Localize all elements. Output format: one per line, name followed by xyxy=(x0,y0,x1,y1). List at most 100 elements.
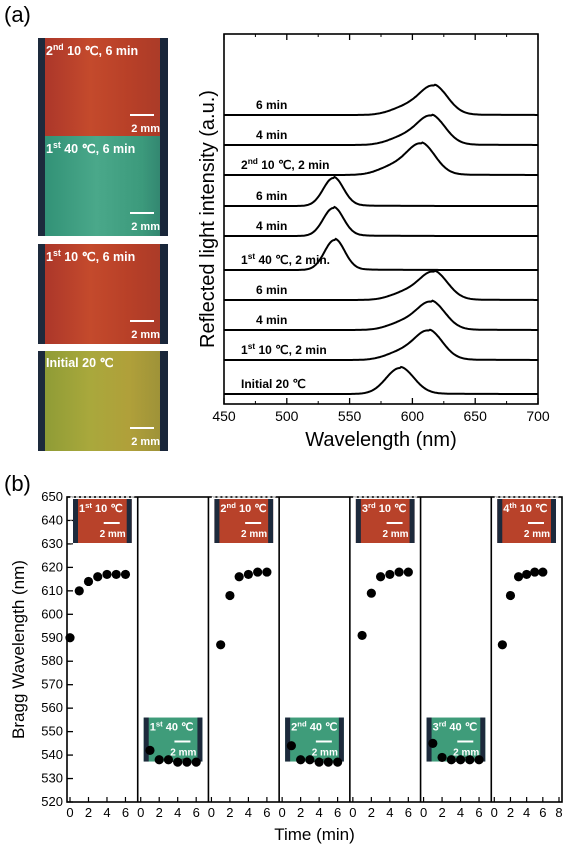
data-point xyxy=(243,569,254,580)
x-tick-label: 550 xyxy=(338,408,362,424)
inset-photo: 4th 10 ℃2 mm xyxy=(494,496,559,546)
bragg-wavelength-chart: 5205305405505605705805906006106206306406… xyxy=(9,490,563,844)
x-tick-label: 2 xyxy=(368,805,375,820)
photo-edge xyxy=(38,351,45,451)
x-axis-label: Time (min) xyxy=(274,825,355,844)
data-point xyxy=(234,572,244,582)
inset-background xyxy=(73,499,132,543)
panel-b-label: (b) xyxy=(4,471,31,496)
inset-edge xyxy=(73,499,78,543)
spectrum-line xyxy=(224,269,538,301)
x-tick-label: 0 xyxy=(208,805,215,820)
x-tick-label: 6 xyxy=(475,805,482,820)
x-tick-label: 6 xyxy=(193,805,200,820)
inset-photo: 2nd 10 ℃2 mm xyxy=(211,496,276,546)
inset-background xyxy=(214,499,274,543)
data-point xyxy=(120,569,131,580)
data-point xyxy=(394,567,404,577)
x-tick-label: 0 xyxy=(491,805,498,820)
data-point xyxy=(191,757,201,767)
inset-edge xyxy=(214,499,220,543)
inset-edge xyxy=(268,499,274,543)
x-tick-label: 600 xyxy=(401,408,425,424)
x-tick-label: 2 xyxy=(226,805,233,820)
inset-scale-label: 2 mm xyxy=(312,748,338,759)
plot-frame xyxy=(66,496,563,803)
spectrum-line xyxy=(224,175,538,207)
data-point xyxy=(182,757,192,767)
x-tick-label: 6 xyxy=(539,805,546,820)
inset-edge xyxy=(551,499,556,543)
data-point xyxy=(111,569,121,580)
inset-edge xyxy=(355,499,361,543)
inset-border xyxy=(353,496,418,546)
y-tick-label: 650 xyxy=(41,490,63,504)
photo-edge xyxy=(160,351,168,451)
sample-photo: 2nd 10 ℃, 6 min 2 mm xyxy=(38,38,168,138)
y-tick-label: 550 xyxy=(41,724,63,739)
data-point xyxy=(375,572,386,582)
data-point xyxy=(403,567,413,577)
data-point xyxy=(286,741,296,751)
data-point xyxy=(465,755,475,765)
scale-bar xyxy=(130,320,154,322)
x-tick-label: 8 xyxy=(555,805,562,820)
inset-background xyxy=(426,717,486,762)
photo-edge xyxy=(38,136,45,236)
inset-edge xyxy=(480,717,486,762)
data-point xyxy=(305,755,315,765)
series-label: 6 min xyxy=(256,283,287,297)
x-tick-label: 0 xyxy=(420,805,427,820)
data-point xyxy=(93,572,103,582)
x-tick-label: 0 xyxy=(349,805,356,820)
sample-photo: 1st 40 ℃, 6 min 2 mm xyxy=(38,136,168,236)
y-tick-label: 570 xyxy=(41,677,63,692)
data-point xyxy=(154,755,164,765)
data-point xyxy=(385,569,395,580)
data-point xyxy=(314,757,324,767)
data-point xyxy=(505,590,516,601)
inset-photo: 3rd 10 ℃2 mm xyxy=(353,496,418,546)
spectrum-line xyxy=(224,328,538,361)
data-point xyxy=(333,757,343,767)
inset-photo: 1st 40 ℃2 mm xyxy=(143,717,203,762)
photo-caption: 2nd 10 ℃, 6 min xyxy=(46,42,139,59)
data-point xyxy=(225,590,235,601)
data-point xyxy=(163,755,174,765)
data-point xyxy=(455,755,466,765)
inset-edge xyxy=(197,717,203,762)
inset-scale-label: 2 mm xyxy=(100,529,126,540)
spectrum-line xyxy=(224,205,538,237)
photo-edge xyxy=(160,244,168,344)
spectrum-line xyxy=(224,141,538,176)
inset-edge xyxy=(426,717,432,762)
data-point xyxy=(522,569,532,580)
x-tick-label: 500 xyxy=(275,408,299,424)
reflectance-spectra-chart: 450 500 550 600 650 700 Wavelength (nm) Reflect… xyxy=(197,33,550,451)
inset-scale-label: 2 mm xyxy=(170,748,196,759)
x-tick-label: 0 xyxy=(137,805,144,820)
data-point xyxy=(65,633,75,643)
data-point xyxy=(296,755,306,765)
inset-scale-label: 2 mm xyxy=(382,529,408,540)
series-label: 6 min xyxy=(256,98,287,112)
x-tick-label: 2 xyxy=(438,805,445,820)
photo-caption: Initial 20 ℃ xyxy=(46,356,114,370)
x-tick-label: 4 xyxy=(103,805,110,820)
scale-bar xyxy=(130,114,154,116)
x-tick-label: 4 xyxy=(245,805,252,820)
x-tick-label: 6 xyxy=(405,805,412,820)
data-point xyxy=(323,757,333,767)
series-label: 1st 10 ℃, 2 min xyxy=(241,341,327,357)
inset-edge xyxy=(143,717,149,762)
x-tick-label: 6 xyxy=(122,805,129,820)
inset-edge xyxy=(338,717,344,762)
spectrum-line xyxy=(224,365,538,395)
photo-edge xyxy=(38,244,45,344)
y-tick-label: 590 xyxy=(41,630,63,645)
series-label: 2nd 10 ℃, 2 min xyxy=(241,156,329,172)
photo-edge xyxy=(160,136,168,236)
y-tick-label: 540 xyxy=(41,747,63,762)
data-point xyxy=(446,755,456,765)
x-tick-label: 450 xyxy=(212,408,236,424)
